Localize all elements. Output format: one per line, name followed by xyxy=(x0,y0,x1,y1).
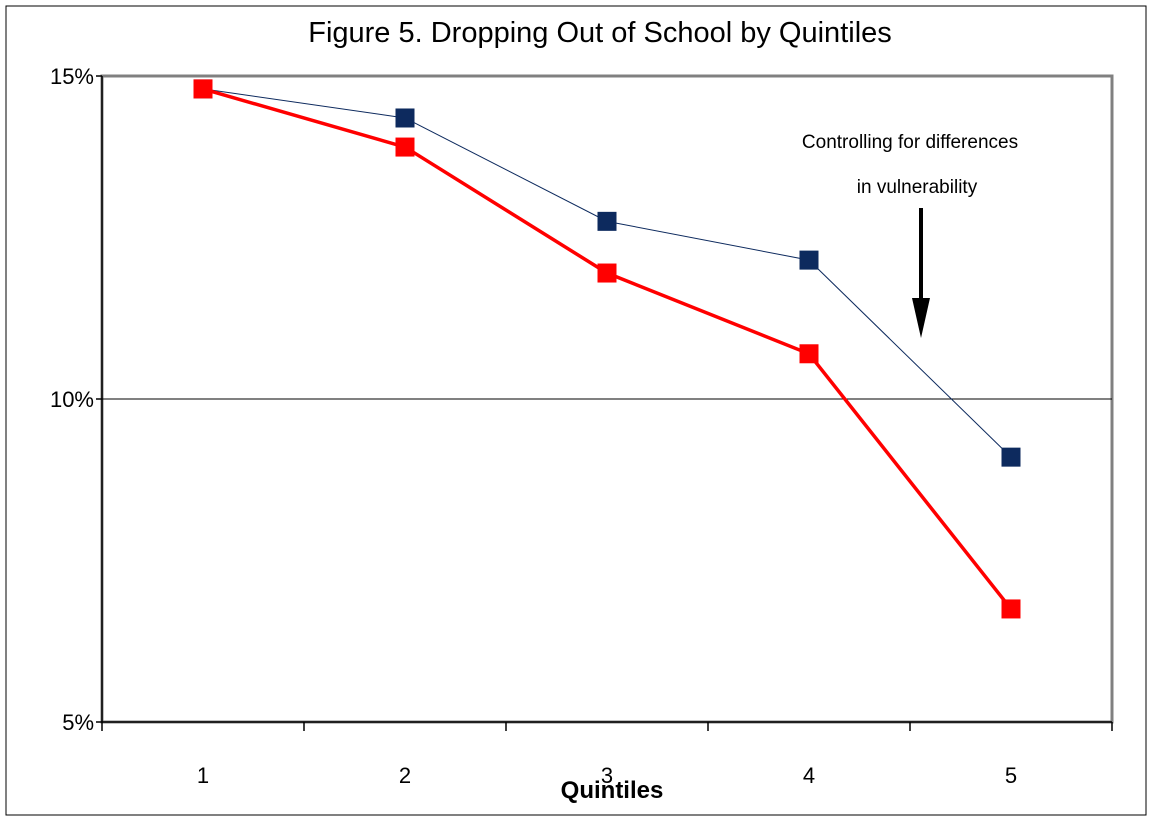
y-axis-ticks: 5% 10% 15% xyxy=(50,64,102,735)
chart-frame xyxy=(5,5,1147,816)
series-1-point-5 xyxy=(1001,599,1021,619)
x-tick-label-3: 3 xyxy=(601,763,613,788)
y-tick-label-1: 10% xyxy=(50,387,94,412)
x-tick-label-1: 1 xyxy=(197,763,209,788)
series-1-point-3 xyxy=(597,263,617,283)
series-1-point-4 xyxy=(799,344,819,364)
series-group xyxy=(193,79,1021,619)
x-axis-title: Quintiles xyxy=(561,777,664,804)
x-axis-ticks: 1 2 3 4 5 xyxy=(101,722,1113,788)
x-tick-label-4: 4 xyxy=(803,763,815,788)
y-tick-label-2: 15% xyxy=(50,64,94,89)
chart-title: Figure 5. Dropping Out of School by Quin… xyxy=(308,17,892,49)
series-0-point-3 xyxy=(597,211,617,231)
y-tick-label-0: 5% xyxy=(62,710,94,735)
series-1-point-2 xyxy=(395,137,415,157)
annotation-arrow-head xyxy=(912,298,930,338)
series-0-point-4 xyxy=(799,250,819,270)
series-1-point-1 xyxy=(193,79,213,99)
annotation-group: Controlling for differences in vulnerabil… xyxy=(802,132,1018,338)
annotation-line-0: Controlling for differences xyxy=(802,132,1018,153)
series-0-point-5 xyxy=(1001,447,1021,467)
series-0-point-2 xyxy=(395,108,415,128)
x-tick-label-2: 2 xyxy=(399,763,411,788)
x-tick-label-5: 5 xyxy=(1005,763,1017,788)
annotation-line-1: in vulnerability xyxy=(857,177,978,198)
